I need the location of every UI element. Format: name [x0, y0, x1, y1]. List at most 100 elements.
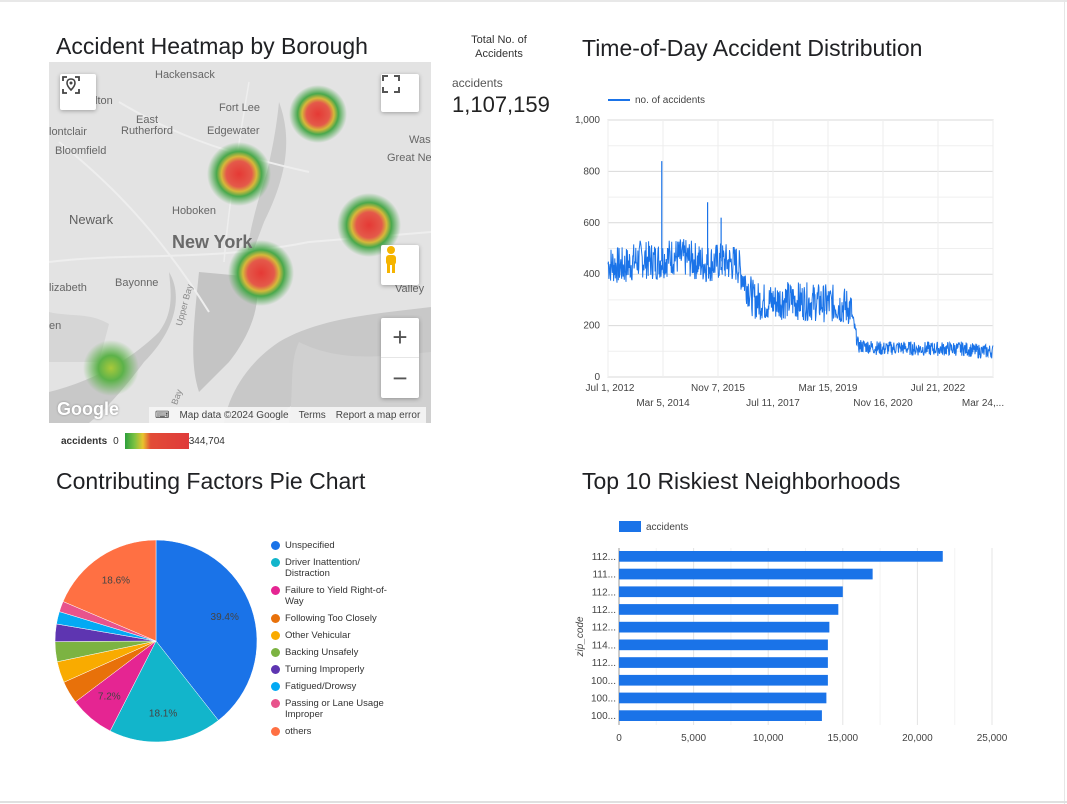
timeseries-y-tick-label: 200 [583, 321, 600, 332]
bar-x-tick-label: 15,000 [828, 733, 859, 744]
scorecard-title: Total No. of Accidents [471, 34, 527, 60]
zoom-out-button[interactable]: − [392, 362, 408, 393]
zoom-control: + − [381, 318, 419, 398]
pie-legend-label: Following Too Closely [285, 613, 377, 624]
pie-slice [62, 539, 157, 642]
timeseries-x-tick-label: Mar 5, 2014 [636, 398, 690, 409]
map-label-bayonne: Bayonne [115, 277, 159, 289]
heat-spot [337, 193, 401, 257]
bar-x-tick-label: 25,000 [977, 733, 1008, 744]
report-map-error-link[interactable]: Report a map error [335, 409, 421, 421]
map-label-clifton: lton [95, 95, 113, 107]
pie-legend-item: others [271, 726, 401, 737]
pie-legend-swatch [271, 682, 280, 691]
map-label-wash: Was [409, 134, 431, 146]
google-logo[interactable]: Google [57, 399, 119, 419]
pie-legend-item: Other Vehicular [271, 630, 401, 641]
timeseries-legend-label: no. of accidents [635, 95, 705, 106]
pie-legend-swatch [271, 586, 280, 595]
terms-link[interactable]: Terms [298, 409, 326, 421]
map-canvas[interactable] [49, 62, 431, 423]
bar [619, 604, 839, 615]
bar [619, 621, 830, 633]
pie-legend-label: Backing Unsafely [285, 647, 359, 658]
keyboard-shortcuts-icon[interactable]: ⌨ [155, 409, 170, 421]
fullscreen-icon [382, 75, 400, 93]
timeseries-x-tick-label: Jul 1, 2012 [586, 383, 635, 394]
heatmap-legend-max: 344,704 [188, 435, 225, 447]
scorecard-value: 1,107,159 [452, 92, 550, 117]
pie-data-label: 18.6% [102, 575, 130, 586]
pie-slice [109, 640, 219, 743]
timeseries-y-tick-label: 1,000 [575, 115, 600, 126]
pie-legend-swatch [271, 727, 280, 736]
map-label-valley: Valley [395, 283, 425, 295]
bar-category-label: 112... [592, 605, 616, 616]
bar-category-label: 112... [592, 552, 616, 563]
map-label-elizabeth: lizabeth [49, 282, 87, 294]
timeseries-y-tick-label: 800 [583, 166, 600, 177]
bar [619, 692, 827, 704]
pie-data-label: 7.2% [98, 692, 121, 703]
timeseries-title: Time-of-Day Accident Distribution [582, 35, 923, 61]
timeseries-x-tick-label: Mar 15, 2019 [799, 383, 858, 394]
pie-legend-label: others [285, 726, 312, 737]
zoom-in-button[interactable]: + [381, 318, 419, 358]
pie-chart[interactable]: 39.4% 18.1% 7.2% 18.6% [45, 535, 270, 750]
map-label-en: en [49, 320, 62, 332]
pie-legend-label: Failure to Yield Right-of-Way [285, 585, 387, 607]
street-view-button[interactable] [381, 245, 419, 285]
heat-spot [207, 142, 271, 206]
pie-legend-item: Fatigued/Drowsy [271, 681, 401, 692]
timeseries-line [607, 239, 994, 359]
pie-legend-label: Other Vehicular [285, 630, 351, 641]
bars-title: Top 10 Riskiest Neighborhoods [582, 468, 901, 494]
pie-legend-swatch [271, 648, 280, 657]
right-divider [1064, 0, 1065, 804]
bar [619, 674, 828, 686]
bar [619, 568, 873, 580]
heatmap-map[interactable]: Hackensack lton East Rutherford lontclai… [49, 62, 431, 423]
heatmap-legend: accidents 0 344,704 [61, 433, 225, 449]
pie-legend: Unspecified Driver Inattention/ Distracti… [271, 540, 401, 743]
heat-spot [83, 340, 139, 396]
heat-spot [228, 240, 294, 306]
timeseries-x-tick-label: Jul 11, 2017 [746, 398, 800, 409]
map-label-east-rutherford: East Rutherford [121, 114, 173, 137]
bar-category-label: 100... [591, 693, 616, 704]
bar-category-label: 112... [592, 658, 616, 669]
pie-legend-label: Unspecified [285, 540, 335, 551]
heat-spot [289, 85, 347, 143]
timeseries-y-tick-label: 0 [594, 372, 600, 383]
pie-legend-item: Failure to Yield Right-of-Way [271, 585, 401, 607]
pie-legend-item: Following Too Closely [271, 613, 401, 624]
timeseries-chart[interactable]: no. of accidents 0 200 400 600 800 1,000 Jul 1,… [560, 85, 1030, 420]
pie-legend-swatch [271, 699, 280, 708]
bar-chart[interactable]: accidents 0 5,000 10,000 15,000 20,000 25,000 1… [570, 515, 1030, 750]
map-label-new-york: New York [172, 232, 253, 252]
bar-category-label: 100... [591, 711, 616, 722]
heatmap-legend-gradient [124, 433, 189, 449]
locate-button[interactable] [60, 74, 96, 110]
pie-data-label: 18.1% [149, 708, 177, 719]
map-label-edgewater: Edgewater [207, 125, 260, 137]
bar-category-label: 100... [591, 676, 616, 687]
pie-legend-swatch [271, 614, 280, 623]
bar [619, 586, 843, 598]
bar-y-axis-title: zip_code [575, 616, 586, 657]
pie-legend-swatch [271, 665, 280, 674]
timeseries-x-tick-label: Jul 21, 2022 [911, 383, 966, 394]
map-attribution: ⌨ Map data ©2024 Google Terms Report a m… [149, 407, 427, 423]
scorecard-metric-label: accidents [452, 76, 503, 90]
fullscreen-button[interactable] [381, 74, 419, 112]
bottom-divider [0, 801, 1067, 803]
map-label-great-neck: Great Ne [387, 152, 431, 164]
pie-slice [155, 539, 258, 721]
map-label-hackensack: Hackensack [155, 69, 215, 81]
heatmap-legend-label: accidents [61, 435, 108, 447]
bar-x-tick-label: 20,000 [902, 733, 933, 744]
map-data-text: Map data ©2024 Google [179, 409, 289, 421]
pie-legend-label: Turning Improperly [285, 664, 365, 675]
pie-legend-item: Driver Inattention/ Distraction [271, 557, 401, 579]
pie-legend-label: Driver Inattention/ Distraction [285, 557, 360, 579]
